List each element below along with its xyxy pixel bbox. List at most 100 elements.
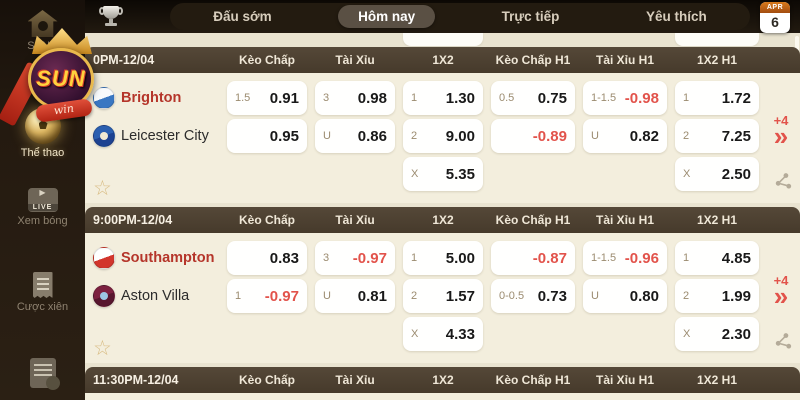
odds-box[interactable]: 2 9.00 bbox=[403, 119, 483, 153]
team-row[interactable]: Brighton bbox=[93, 81, 223, 115]
odds-box[interactable]: -0.89 bbox=[491, 119, 575, 153]
odds-value: 0.98 bbox=[357, 89, 387, 107]
odds-rows: 0.83 3 -0.97 1 5.00 -0.87 1-1.5 -0.96 1 4.85 1 -0.9… bbox=[85, 241, 800, 351]
odds-box[interactable]: 3 0.98 bbox=[315, 81, 395, 115]
share-icon[interactable] bbox=[772, 171, 794, 193]
team-name: Southampton bbox=[121, 250, 215, 266]
column-header: Tài Xỉu bbox=[335, 213, 375, 227]
odds-box[interactable]: U 0.82 bbox=[583, 119, 667, 153]
handicap-label: 1 bbox=[411, 252, 418, 264]
odds-value: 4.33 bbox=[445, 325, 475, 343]
match-time: 11:30PM-12/04 bbox=[93, 373, 179, 387]
empty-cell bbox=[491, 317, 575, 351]
odds-box[interactable]: 3 -0.97 bbox=[315, 241, 395, 275]
top-bar: Đấu sớm Hôm nay Trực tiếp Yêu thích bbox=[0, 0, 800, 33]
handicap-label: 1 bbox=[683, 252, 690, 264]
odds-row: 0.95 U 0.86 2 9.00 -0.89 U 0.82 2 7.25 bbox=[85, 119, 800, 153]
odds-box[interactable]: 0.5 0.75 bbox=[491, 81, 575, 115]
tab-bar: Đấu sớm Hôm nay Trực tiếp Yêu thích bbox=[170, 3, 750, 30]
odds-box[interactable]: 2 1.99 bbox=[675, 279, 759, 313]
team-name: Brighton bbox=[121, 90, 182, 106]
expand-chevron-icon[interactable]: » bbox=[773, 281, 789, 311]
handicap-label: U bbox=[323, 290, 331, 302]
sidebar-item-reports[interactable] bbox=[0, 358, 85, 390]
match-card: 9:00PM-12/04 Kèo Chấp Tài Xỉu 1X2 Kèo Chấp … bbox=[85, 207, 800, 363]
handicap-label: 1.5 bbox=[235, 92, 251, 104]
match-time: 9:00PM-12/04 bbox=[93, 213, 173, 227]
share-icon[interactable] bbox=[772, 331, 794, 353]
odds-box[interactable]: X 4.33 bbox=[403, 317, 483, 351]
odds-board: 0PM-12/04 Kèo Chấp Tài Xỉu 1X2 Kèo Chấp H1 T… bbox=[85, 33, 800, 400]
odds-row: X 5.35 X 2.50 bbox=[85, 157, 800, 191]
handicap-label: U bbox=[591, 130, 599, 142]
odds-box[interactable]: 1-1.5 -0.96 bbox=[583, 241, 667, 275]
handicap-label: 1-1.5 bbox=[591, 252, 617, 264]
team-row[interactable]: Southampton bbox=[93, 241, 223, 275]
handicap-label: 1 bbox=[683, 92, 690, 104]
odds-box[interactable]: 1 1.30 bbox=[403, 81, 483, 115]
team-logo bbox=[93, 247, 115, 269]
odds-value: 1.99 bbox=[721, 287, 751, 305]
handicap-label: 1 bbox=[235, 290, 242, 302]
handicap-label: U bbox=[323, 130, 331, 142]
odds-row: 0.83 3 -0.97 1 5.00 -0.87 1-1.5 -0.96 1 4.85 bbox=[85, 241, 800, 275]
team-logo bbox=[93, 285, 115, 307]
partial-odds-box[interactable] bbox=[675, 33, 759, 46]
odds-box[interactable]: 1 1.72 bbox=[675, 81, 759, 115]
expand-chevron-icon[interactable]: » bbox=[773, 121, 789, 151]
handicap-label: X bbox=[411, 328, 419, 340]
odds-box[interactable]: 1 5.00 bbox=[403, 241, 483, 275]
odds-value: 0.83 bbox=[269, 249, 299, 267]
favorite-star-icon[interactable]: ☆ bbox=[93, 177, 112, 200]
tab-favorites[interactable]: Yêu thích bbox=[645, 9, 707, 24]
calendar-date-picker[interactable]: APR 6 bbox=[760, 2, 790, 33]
column-header: Kèo Chấp H1 bbox=[495, 213, 571, 227]
sidebar-item-lobby[interactable]: SẢNH bbox=[0, 10, 85, 52]
tab-today[interactable]: Hôm nay bbox=[338, 5, 436, 28]
calendar-month: APR bbox=[760, 2, 790, 13]
odds-box[interactable]: U 0.80 bbox=[583, 279, 667, 313]
team-row[interactable]: Leicester City bbox=[93, 119, 223, 153]
partial-odds-box[interactable] bbox=[403, 33, 483, 46]
odds-box[interactable]: U 0.81 bbox=[315, 279, 395, 313]
trophy-icon[interactable] bbox=[99, 4, 123, 29]
odds-box[interactable]: X 5.35 bbox=[403, 157, 483, 191]
handicap-label: 0-0.5 bbox=[499, 290, 525, 302]
handicap-label: X bbox=[683, 328, 691, 340]
odds-box[interactable]: 2 1.57 bbox=[403, 279, 483, 313]
empty-cell bbox=[491, 157, 575, 191]
tab-early[interactable]: Đấu sớm bbox=[213, 9, 272, 24]
odds-box[interactable]: X 2.50 bbox=[675, 157, 759, 191]
team-row[interactable]: Aston Villa bbox=[93, 279, 223, 313]
handicap-label: X bbox=[411, 168, 419, 180]
odds-box[interactable]: 1.5 0.91 bbox=[227, 81, 307, 115]
sidebar-item-label: SẢNH bbox=[27, 40, 58, 52]
column-header: Kèo Chấp H1 bbox=[495, 373, 571, 387]
tab-live[interactable]: Trực tiếp bbox=[501, 9, 560, 24]
empty-cell bbox=[583, 317, 667, 351]
odds-box[interactable]: X 2.30 bbox=[675, 317, 759, 351]
empty-cell bbox=[583, 157, 667, 191]
team-logo bbox=[93, 87, 115, 109]
odds-box[interactable]: 1 4.85 bbox=[675, 241, 759, 275]
odds-box[interactable]: -0.87 bbox=[491, 241, 575, 275]
sidebar-item-watch[interactable]: Xem bóng bbox=[0, 188, 85, 227]
odds-value: 2.50 bbox=[721, 165, 751, 183]
soccer-ball-icon bbox=[24, 108, 61, 144]
team-name: Aston Villa bbox=[121, 288, 190, 304]
odds-box[interactable]: 2 7.25 bbox=[675, 119, 759, 153]
sidebar-item-parlay[interactable]: Cược xiên bbox=[0, 272, 85, 313]
odds-box[interactable]: 0.83 bbox=[227, 241, 307, 275]
odds-value: 5.00 bbox=[445, 249, 475, 267]
bet-slip-icon bbox=[32, 272, 53, 298]
sidebar-item-sports[interactable]: Thể thao bbox=[0, 108, 85, 159]
odds-box[interactable]: U 0.86 bbox=[315, 119, 395, 153]
odds-box[interactable]: 1 -0.97 bbox=[227, 279, 307, 313]
team-logo bbox=[93, 125, 115, 147]
odds-box[interactable]: 1-1.5 -0.98 bbox=[583, 81, 667, 115]
odds-value: 7.25 bbox=[721, 127, 751, 145]
odds-box[interactable]: 0.95 bbox=[227, 119, 307, 153]
favorite-star-icon[interactable]: ☆ bbox=[93, 337, 112, 360]
odds-box[interactable]: 0-0.5 0.73 bbox=[491, 279, 575, 313]
